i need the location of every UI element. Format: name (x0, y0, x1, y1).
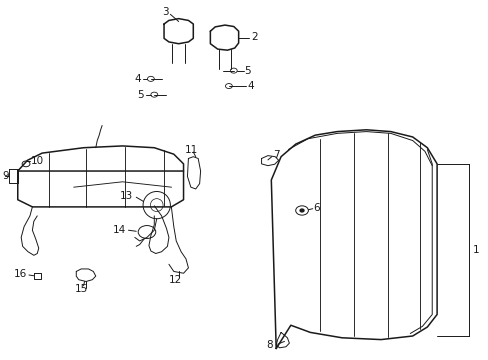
Text: 3: 3 (162, 7, 168, 17)
Text: 5: 5 (244, 66, 251, 76)
Text: 4: 4 (134, 74, 141, 84)
Text: 12: 12 (168, 275, 182, 285)
Text: 14: 14 (113, 225, 126, 235)
Text: 10: 10 (31, 156, 44, 166)
Circle shape (300, 209, 304, 212)
Text: 6: 6 (313, 203, 319, 213)
Text: 13: 13 (120, 191, 133, 201)
Text: 4: 4 (246, 81, 253, 91)
Text: 16: 16 (14, 269, 27, 279)
Text: 7: 7 (272, 150, 279, 160)
Text: 11: 11 (185, 145, 198, 155)
Text: 15: 15 (75, 284, 88, 294)
Text: 9: 9 (2, 171, 9, 181)
Text: 1: 1 (472, 245, 478, 255)
Text: 2: 2 (250, 32, 257, 42)
Text: 5: 5 (137, 90, 144, 100)
Text: 8: 8 (265, 340, 272, 350)
